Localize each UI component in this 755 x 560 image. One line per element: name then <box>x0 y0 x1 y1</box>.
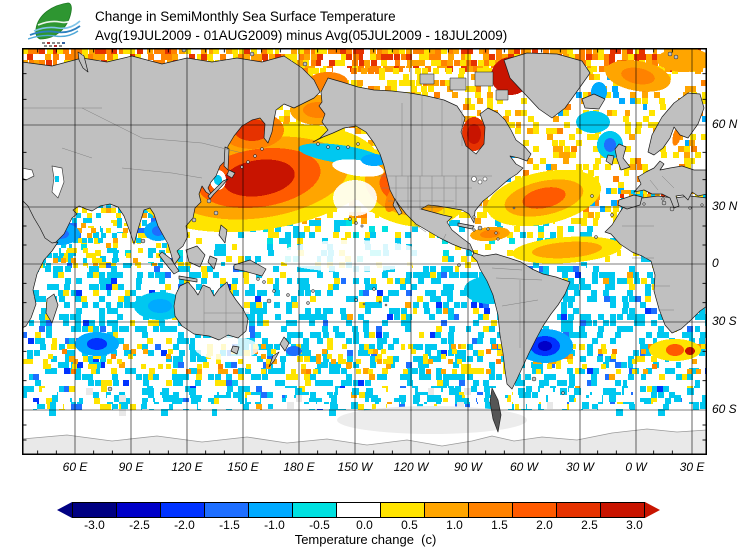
logo-caption-marks <box>42 42 65 47</box>
colorbar-tick-label: 1.5 <box>491 518 508 532</box>
lat-tick-label: 0 <box>712 256 719 270</box>
landmass-nz-north <box>279 336 290 352</box>
colorbar-segment <box>116 502 161 518</box>
landmass-novaya-zemlya <box>77 51 89 73</box>
chart-title: Change in SemiMonthly Sea Surface Temper… <box>95 9 396 24</box>
colorbar-segment <box>600 502 645 518</box>
map-border <box>22 48 707 455</box>
colorbar-tick-label: -1.5 <box>219 518 240 532</box>
landmass-sulawesi <box>207 255 218 270</box>
lat-tick-label: 30 N <box>712 199 738 213</box>
colorbar-segment <box>248 502 293 518</box>
landmass-iceland <box>581 93 606 110</box>
continents-layer <box>21 47 708 456</box>
landmass-nz-south <box>268 351 280 368</box>
country-state-borders <box>22 96 675 348</box>
lon-tick-label: 30 W <box>565 460 594 474</box>
colorbar-segment <box>160 502 205 518</box>
colorbar-tick-label: 1.0 <box>446 518 463 532</box>
colorbar-segment <box>556 502 601 518</box>
colorbar-tick-label: 2.0 <box>536 518 553 532</box>
map-canvas <box>21 47 713 456</box>
lon-tick-label: 120 W <box>393 460 429 474</box>
colorbar-tick-labels: -3.0 -2.5 -2.0 -1.5 -1.0 -0.5 0.0 0.5 1.0 1.5 2.0 2… <box>57 518 674 532</box>
landmass-greenland <box>503 52 591 119</box>
lat-tick-label: 30 S <box>712 314 737 328</box>
colorbar-tick-label: -0.5 <box>309 518 330 532</box>
colorbar-caption: Temperature change (c) <box>294 532 437 547</box>
landmass-australia <box>173 281 249 341</box>
landmass-madagascar <box>45 293 59 324</box>
colorbar-tick-label: 3.0 <box>626 518 643 532</box>
landmass-south-america <box>471 252 571 390</box>
lat-tick-label: 60 S <box>712 402 737 416</box>
colorbar-tick-label: -3.0 <box>84 518 105 532</box>
se-pacific-ice-patch <box>337 406 527 434</box>
colorbar-segment <box>424 502 469 518</box>
lon-tick-label: 0 W <box>625 460 647 474</box>
latitude-axis: 60 N 30 N 0 30 S 60 S <box>712 48 754 455</box>
landmass-scandinavia <box>647 92 705 156</box>
cuba <box>457 222 475 230</box>
colorbar <box>57 502 660 518</box>
title-block: Change in SemiMonthly Sea Surface Temper… <box>95 7 507 45</box>
landmass-tasmania <box>230 345 240 355</box>
lon-tick-label: 60 E <box>62 460 88 474</box>
lon-tick-label: 30 E <box>679 460 705 474</box>
colorbar-tick-label: -2.0 <box>174 518 195 532</box>
colorbar-segment <box>380 502 425 518</box>
lon-tick-label: 150 W <box>337 460 373 474</box>
chart-subtitle: Avg(19JUL2009 - 01AUG2009) minus Avg(05J… <box>95 28 508 43</box>
landmass-borneo <box>185 245 206 268</box>
colorbar-tick-label: 0.5 <box>401 518 418 532</box>
lat-tick-label: 60 N <box>712 117 738 131</box>
small-islands <box>107 47 704 395</box>
colorbar-segment <box>336 502 381 518</box>
lon-tick-label: 90 W <box>453 460 482 474</box>
colorbar-tick-label: 2.5 <box>581 518 598 532</box>
landmass-uk <box>614 143 631 171</box>
colorbar-right-arrow <box>645 502 660 518</box>
lon-tick-label: 180 E <box>283 460 315 474</box>
colorbar-tick-label: -1.0 <box>264 518 285 532</box>
colorbar-segment <box>204 502 249 518</box>
colorbar-segment <box>72 502 117 518</box>
colorbar-segment <box>292 502 337 518</box>
landmass-java <box>178 275 198 283</box>
landmass-sakhalin <box>223 146 230 171</box>
colorbar-segments <box>72 502 645 518</box>
landmass-ireland <box>605 154 615 166</box>
agency-logo <box>28 2 81 47</box>
great-lakes <box>471 176 488 185</box>
lon-tick-label: 90 E <box>118 460 144 474</box>
longitude-axis: 60 E 90 E 120 E 150 E 180 E 150 W 120 W 90 W 60 … <box>22 458 722 474</box>
colorbar-tick-label: 0.0 <box>356 518 373 532</box>
lon-tick-label: 120 E <box>171 460 203 474</box>
lon-tick-label: 60 W <box>509 460 538 474</box>
graticule-layer <box>22 48 707 455</box>
lon-tick-label: 150 E <box>227 460 259 474</box>
colorbar-tick-label: -2.5 <box>129 518 150 532</box>
landmass-honshu <box>207 178 229 200</box>
landmass-philippines <box>218 224 228 244</box>
landmass-sumatra <box>158 251 180 275</box>
landmass-hokkaido <box>226 169 236 179</box>
colorbar-segment <box>468 502 513 518</box>
colorbar-left-arrow <box>57 502 72 518</box>
colorbar-segment <box>512 502 557 518</box>
